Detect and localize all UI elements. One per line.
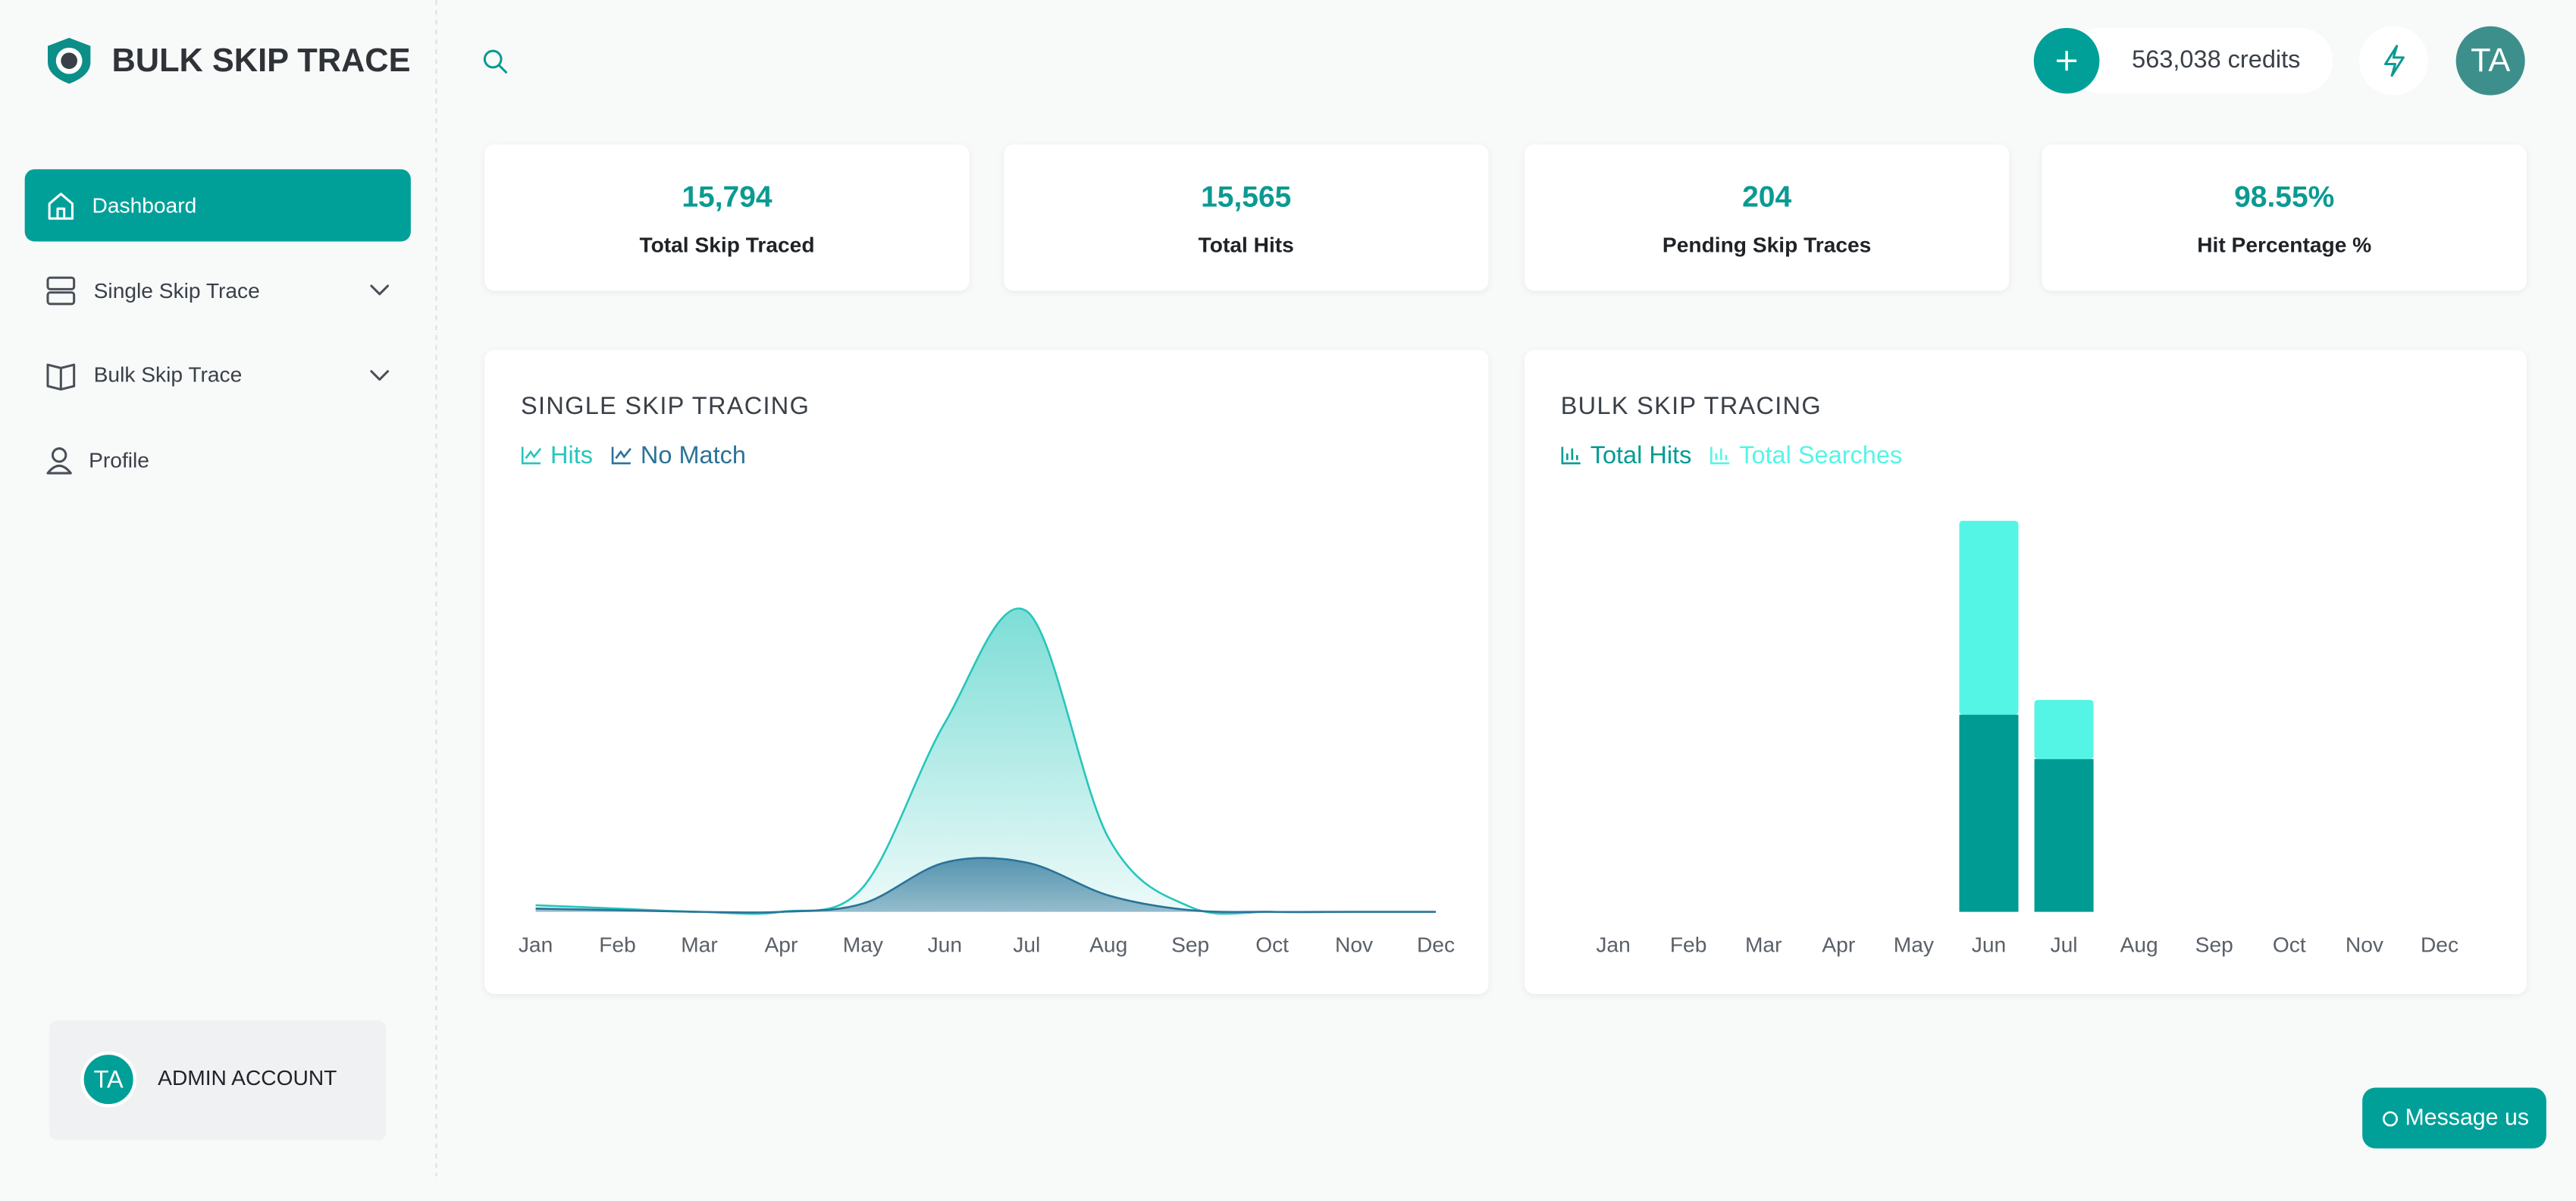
nav-item[interactable]: Profile bbox=[89, 448, 149, 472]
bolt-button[interactable] bbox=[2358, 26, 2428, 96]
stat-label: Pending Skip Traces bbox=[1662, 233, 1871, 256]
account-initials: TA bbox=[94, 1065, 124, 1093]
x-tick-label: Mar bbox=[1745, 933, 1782, 957]
x-tick-label: Jun bbox=[928, 933, 962, 957]
x-tick-label: Nov bbox=[1335, 933, 1373, 957]
legend-label[interactable]: Total Hits bbox=[1590, 441, 1692, 469]
x-tick-label: Feb bbox=[599, 933, 636, 957]
x-tick-label: Nov bbox=[2346, 933, 2383, 957]
legend-icon bbox=[1561, 447, 1581, 465]
chat-icon bbox=[2383, 1111, 2398, 1127]
user-avatar[interactable] bbox=[2455, 26, 2525, 96]
bar bbox=[1959, 714, 2019, 912]
user-initials: TA bbox=[2471, 42, 2510, 79]
x-tick-label: Feb bbox=[1670, 933, 1707, 957]
stat-value: 98.55% bbox=[2234, 180, 2334, 213]
x-tick-label: Jun bbox=[1972, 933, 2006, 957]
nav-item[interactable]: Bulk Skip Trace bbox=[94, 363, 243, 387]
x-tick-label: Sep bbox=[2195, 933, 2233, 957]
x-tick-label: Apr bbox=[765, 933, 798, 957]
x-tick-label: Jul bbox=[1013, 933, 1040, 957]
x-tick-label: May bbox=[1894, 933, 1935, 957]
bar bbox=[2034, 700, 2094, 760]
legend-icon bbox=[521, 447, 542, 465]
x-tick-label: Dec bbox=[2421, 933, 2458, 957]
x-tick-label: Sep bbox=[1171, 933, 1209, 957]
line bbox=[535, 857, 1437, 914]
stat-card bbox=[484, 144, 970, 291]
stat-card bbox=[1525, 144, 2010, 291]
charts: SINGLE SKIP TRACING Hits No Match Jan Feb Mar… bbox=[519, 392, 2458, 957]
x-tick-label: Mar bbox=[681, 933, 718, 957]
bar bbox=[2034, 759, 2094, 912]
x-tick-label: Jan bbox=[519, 933, 553, 957]
x-tick-label: Aug bbox=[2120, 933, 2158, 957]
area bbox=[535, 608, 1437, 914]
legend-label[interactable]: Hits bbox=[550, 441, 593, 469]
plus-icon bbox=[2057, 51, 2077, 71]
book-icon bbox=[46, 363, 76, 391]
chart-title: SINGLE SKIP TRACING bbox=[521, 392, 810, 419]
home-icon bbox=[48, 193, 74, 220]
account-card[interactable] bbox=[49, 1020, 387, 1140]
legend-icon bbox=[611, 447, 631, 465]
x-tick-label: Jan bbox=[1596, 933, 1630, 957]
stat-label: Total Hits bbox=[1199, 233, 1294, 256]
stat-value: 204 bbox=[1742, 180, 1791, 213]
x-tick-label: Apr bbox=[1822, 933, 1855, 957]
stat-value: 15,794 bbox=[682, 180, 772, 213]
credits-pill bbox=[2070, 27, 2333, 94]
legend-icon bbox=[1710, 447, 1730, 465]
stat-label: Total Skip Traced bbox=[639, 233, 814, 256]
chat-label[interactable]: Message us bbox=[2405, 1105, 2529, 1130]
x-tick-label: Jul bbox=[2051, 933, 2078, 957]
stat-value: 15,565 bbox=[1201, 180, 1291, 213]
x-tick-label: May bbox=[843, 933, 884, 957]
chat-button[interactable] bbox=[2362, 1087, 2546, 1149]
nav-item[interactable]: Dashboard bbox=[92, 193, 197, 217]
credits: 563,038 credits bbox=[2132, 45, 2300, 73]
bolt-icon bbox=[2383, 45, 2405, 77]
user-icon bbox=[46, 447, 72, 475]
stat-card bbox=[1004, 144, 1489, 291]
x-tick-label: Aug bbox=[1089, 933, 1127, 957]
logo-icon bbox=[47, 37, 91, 84]
account-avatar bbox=[80, 1051, 137, 1108]
stat-label: Hit Percentage % bbox=[2197, 233, 2371, 256]
search-icon[interactable] bbox=[483, 49, 508, 74]
x-tick-label: Oct bbox=[1255, 933, 1289, 957]
chevron[interactable] bbox=[370, 284, 390, 296]
stat-card bbox=[2042, 144, 2527, 291]
brand: BULK SKIP TRACE bbox=[112, 42, 411, 79]
legend-label[interactable]: Total Searches bbox=[1739, 441, 1902, 469]
chart-card bbox=[1525, 350, 2527, 994]
x-tick-label: Oct bbox=[2273, 933, 2306, 957]
nav-item[interactable]: Single Skip Trace bbox=[94, 279, 260, 303]
area bbox=[535, 858, 1437, 913]
account-name: ADMIN ACCOUNT bbox=[158, 1066, 337, 1090]
chart-title: BULK SKIP TRACING bbox=[1561, 392, 1822, 419]
chevron[interactable] bbox=[370, 370, 390, 381]
x-tick-label: Dec bbox=[1417, 933, 1455, 957]
server-icon bbox=[46, 276, 76, 306]
stats: 15,794 Total Skip Traced 15,565 Total Hits 2… bbox=[484, 144, 2527, 291]
legend-label[interactable]: No Match bbox=[641, 441, 746, 469]
nav-active[interactable] bbox=[24, 169, 411, 242]
bar bbox=[1959, 520, 2019, 715]
